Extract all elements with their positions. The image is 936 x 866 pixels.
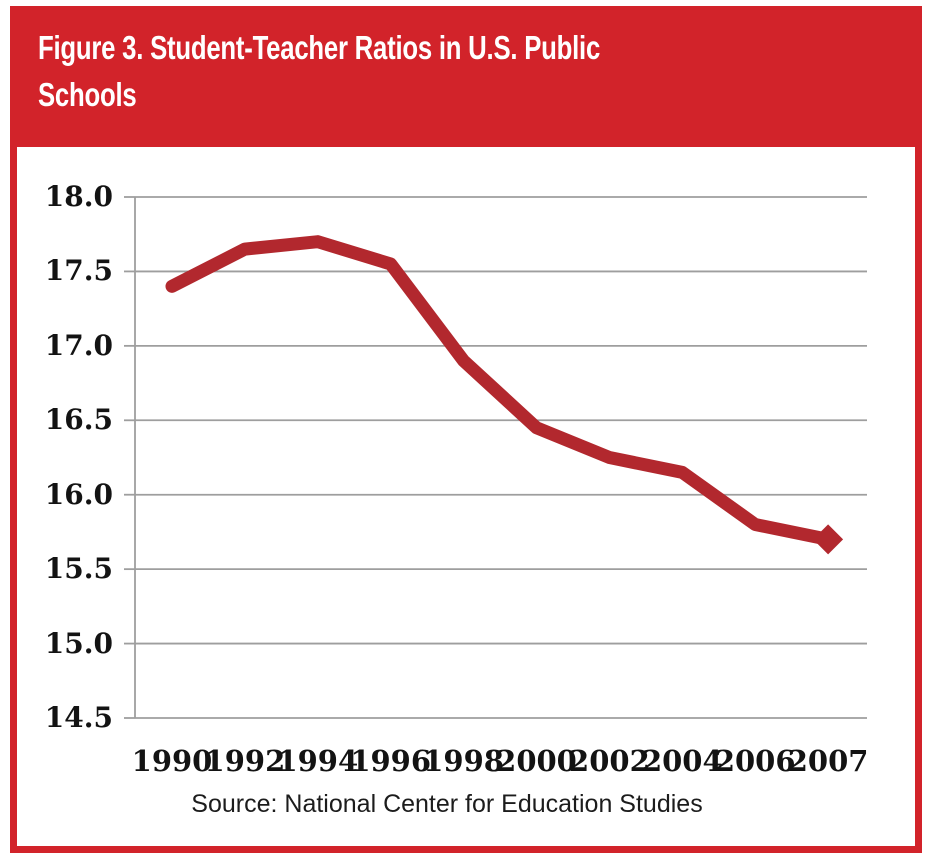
x-tick-label: 2004 — [641, 744, 723, 778]
y-tick-label: 18.0 — [44, 180, 113, 213]
x-tick-label: 2000 — [496, 744, 577, 778]
figure-title-banner: Figure 3. Student-Teacher Ratios in U.S.… — [10, 6, 922, 147]
x-tick-label: 1990 — [131, 744, 213, 778]
x-tick-label: 1998 — [423, 744, 504, 778]
y-tick-label: 15.5 — [44, 552, 113, 586]
figure-title-line2: Schools — [38, 76, 137, 113]
x-tick-label: 1996 — [350, 744, 432, 778]
source-note: Source: National Center for Education St… — [191, 790, 703, 818]
y-tick-label: 17.5 — [44, 254, 113, 288]
figure-title: Figure 3. Student-Teacher Ratios in U.S.… — [38, 24, 600, 118]
y-tick-label: 16.0 — [44, 477, 113, 511]
data-series-line — [165, 235, 835, 546]
y-tick-label: 17.0 — [44, 328, 113, 362]
x-tick-label: 2006 — [714, 744, 796, 778]
y-tick-label: 15.0 — [44, 626, 113, 660]
x-tick-label: 2007 — [787, 744, 869, 778]
figure-border-box: Figure 3. Student-Teacher Ratios in U.S.… — [10, 6, 922, 853]
figure-title-line1: Figure 3. Student-Teacher Ratios in U.S.… — [38, 29, 601, 66]
x-tick-label: 1994 — [277, 744, 359, 778]
y-tick-label: 16.5 — [44, 403, 113, 437]
end-marker-diamond — [813, 524, 844, 555]
x-tick-label: 2002 — [569, 744, 650, 778]
x-tick-label: 1992 — [204, 744, 286, 778]
y-tick-label: 14.5 — [44, 701, 113, 734]
